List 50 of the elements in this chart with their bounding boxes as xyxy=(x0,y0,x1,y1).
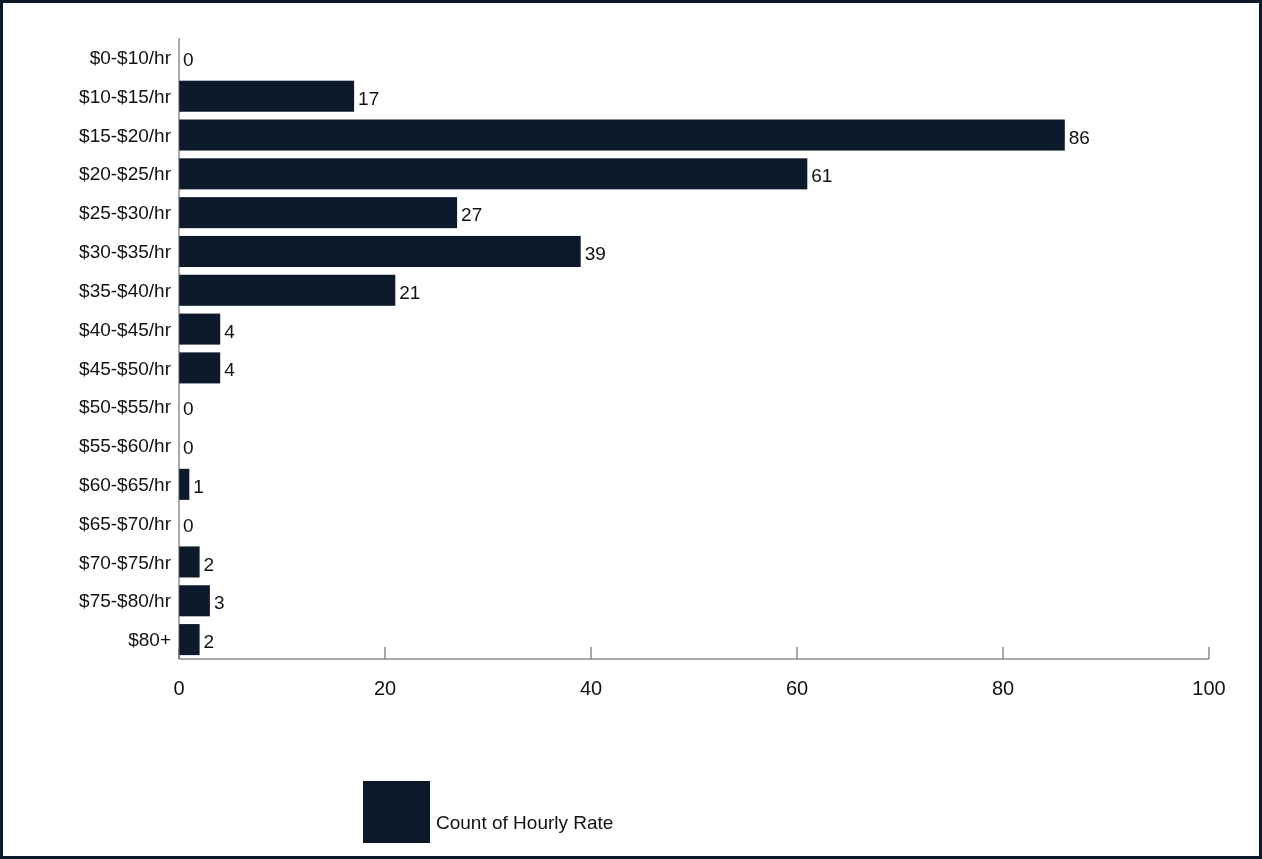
data-label: 1 xyxy=(193,475,204,497)
y-tick-label: $25-$30/hr xyxy=(79,202,172,224)
y-tick-label: $15-$20/hr xyxy=(79,124,172,146)
x-tick-label: 100 xyxy=(1192,677,1226,699)
y-tick-label: $50-$55/hr xyxy=(79,396,172,418)
y-tick-label: $40-$45/hr xyxy=(79,318,172,340)
y-tick-label: $10-$15/hr xyxy=(79,85,172,107)
data-label: 27 xyxy=(461,204,483,226)
data-label: 0 xyxy=(183,437,194,459)
x-tick-label: 60 xyxy=(785,677,809,699)
x-tick-label: 0 xyxy=(173,677,185,699)
y-tick-label: $45-$50/hr xyxy=(79,357,172,379)
bar xyxy=(179,313,221,345)
y-tick-label: $80+ xyxy=(128,629,171,651)
bar xyxy=(179,158,808,190)
y-tick-label: $0-$10/hr xyxy=(89,47,172,69)
bar xyxy=(179,274,396,306)
data-label: 2 xyxy=(203,553,215,575)
bar xyxy=(179,235,581,267)
y-tick-label: $70-$75/hr xyxy=(79,551,172,573)
bar xyxy=(179,546,200,578)
data-label: 4 xyxy=(224,320,236,342)
text: Count of Hourly Rate xyxy=(436,812,614,833)
data-label: 0 xyxy=(183,48,194,70)
x-tick-label: 20 xyxy=(373,677,397,699)
x-tick-label: 40 xyxy=(579,677,603,699)
y-tick-label: $55-$60/hr xyxy=(79,435,172,457)
bar xyxy=(179,119,1065,151)
data-label: 2 xyxy=(203,631,215,653)
bar xyxy=(179,585,210,617)
data-label: 86 xyxy=(1068,126,1090,148)
data-label: 3 xyxy=(213,592,225,614)
y-tick-label: $65-$70/hr xyxy=(79,512,172,534)
y-tick-label: $20-$25/hr xyxy=(79,163,172,185)
bar xyxy=(179,197,458,229)
y-tick-label: $60-$65/hr xyxy=(79,473,172,495)
data-label: 21 xyxy=(399,281,421,303)
data-label: 0 xyxy=(183,514,194,536)
bar xyxy=(179,624,200,656)
data-label: 61 xyxy=(811,165,833,187)
data-label: 39 xyxy=(584,243,606,265)
data-label: 17 xyxy=(358,87,380,109)
bar xyxy=(179,80,355,112)
x-tick-label: 80 xyxy=(991,677,1015,699)
bar xyxy=(179,352,221,384)
y-tick-label: $75-$80/hr xyxy=(79,590,172,612)
y-tick-label: $30-$35/hr xyxy=(79,241,172,263)
data-label: 4 xyxy=(224,359,236,381)
data-label: 0 xyxy=(183,398,194,420)
y-tick-label: $35-$40/hr xyxy=(79,279,172,301)
